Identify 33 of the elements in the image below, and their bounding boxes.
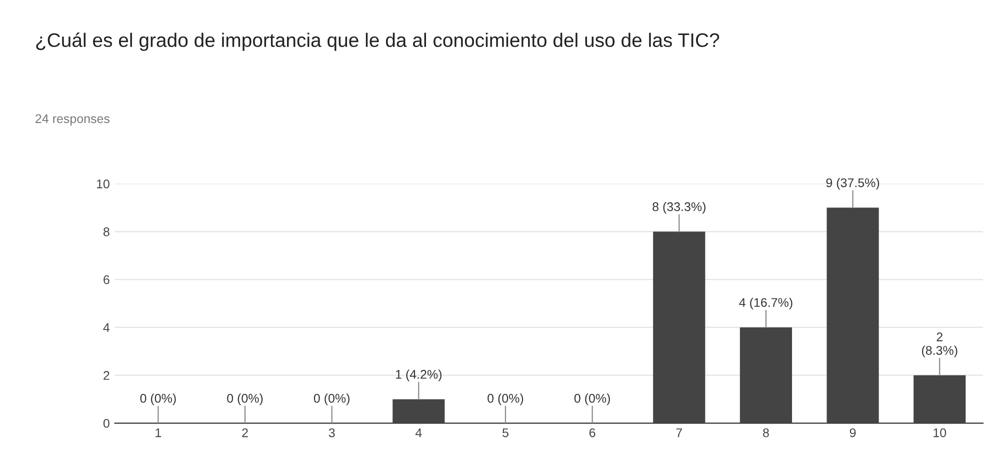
data-label: 0 (0%) (140, 394, 176, 406)
y-tick-label: 4 (103, 323, 110, 332)
y-tick-label: 6 (104, 275, 110, 284)
data-label: 0 (0%) (488, 394, 524, 406)
data-label: 4 (16.7%) (739, 298, 792, 310)
x-tick-label: 6 (589, 428, 596, 438)
y-tick-label: 8 (104, 227, 110, 236)
data-label: 1 (4.2%) (396, 370, 442, 382)
x-tick-label: 10 (934, 428, 946, 438)
data-label: 0 (0%) (574, 394, 610, 406)
chart-title: ¿Cuál es el grado de importancia que le da al conocimiento del uso de las TIC? (36, 32, 720, 51)
x-tick-label: 3 (328, 428, 335, 438)
bar (914, 375, 966, 424)
x-tick-label: 9 (850, 428, 856, 438)
x-tick-label: 8 (763, 428, 769, 438)
data-label: 2 (8.3%) (922, 332, 958, 358)
x-tick-label: 1 (156, 428, 162, 438)
data-label: 9 (37.5%) (826, 178, 880, 190)
chart-subtitle: 24 responses (36, 114, 110, 126)
y-tick-label: 2 (104, 371, 110, 380)
data-label: 0 (0%) (314, 394, 350, 406)
bar (826, 208, 879, 424)
bar (392, 399, 445, 424)
x-tick-label: 7 (676, 428, 682, 438)
y-tick-label: 0 (103, 418, 110, 428)
x-tick-label: 4 (415, 428, 422, 438)
data-label: 8 (33.3%) (652, 202, 706, 214)
y-tick-label: 10 (96, 179, 110, 188)
bar (653, 232, 706, 424)
bar (740, 327, 792, 424)
data-label: 0 (0%) (227, 394, 263, 406)
x-tick-label: 5 (502, 428, 508, 438)
x-tick-label: 2 (242, 428, 248, 438)
